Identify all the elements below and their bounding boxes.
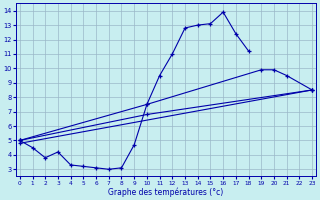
- X-axis label: Graphe des températures (°c): Graphe des températures (°c): [108, 187, 224, 197]
